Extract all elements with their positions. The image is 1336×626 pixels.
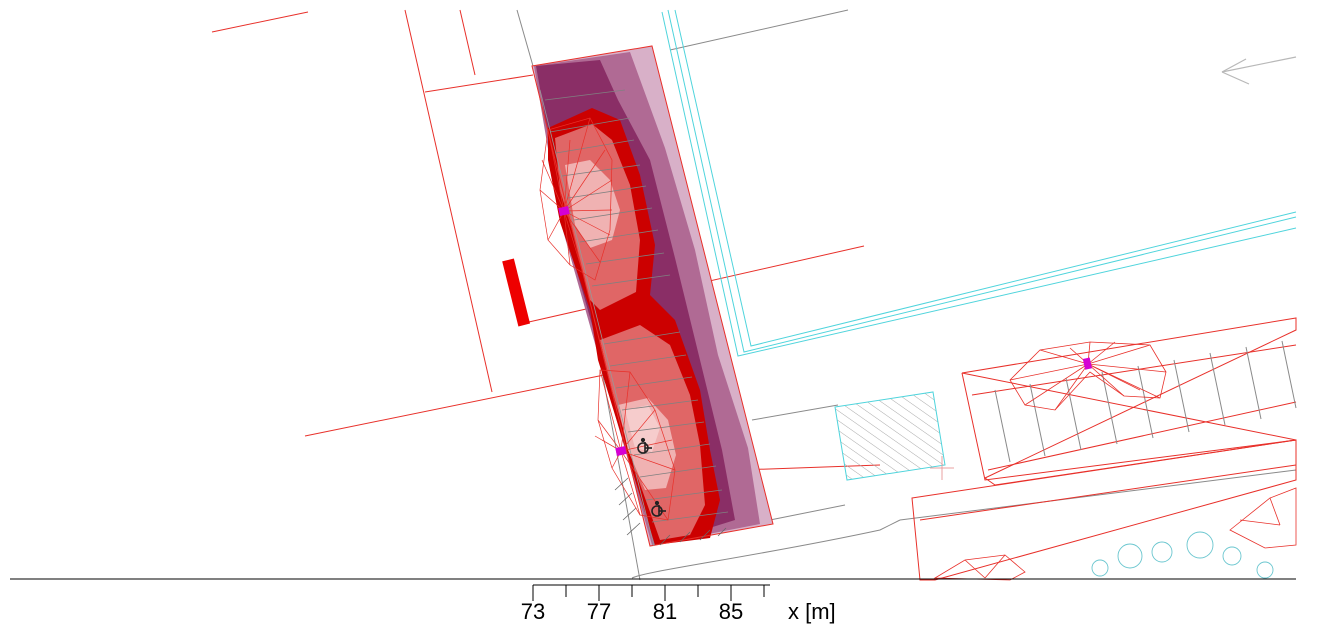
red-wall-element (502, 258, 531, 327)
light-distribution-bottom (933, 487, 1297, 581)
building-outline (661, 9, 1297, 357)
luminaire-lower (615, 446, 627, 456)
iso-core-lower (625, 405, 660, 452)
luminaire-right (1082, 357, 1092, 370)
accessible-parking-icon (651, 500, 666, 517)
scale-unit-label: x [m] (788, 599, 836, 624)
hatched-structure (834, 391, 954, 481)
luminaire-upper (558, 206, 570, 216)
trees (1091, 531, 1274, 579)
illuminance-isolines (531, 45, 774, 547)
light-distribution-right (1009, 341, 1167, 411)
scale-bar (532, 584, 770, 601)
scale-tick-label: 81 (653, 599, 677, 624)
parking-stalls-strip (539, 89, 729, 547)
parking-stalls-right (994, 340, 1297, 463)
accessible-parking-icon (637, 437, 652, 454)
light-distribution-upper (539, 117, 613, 281)
iso-pink-upper (565, 160, 620, 248)
scale-tick-label: 85 (719, 599, 743, 624)
parking-block-right (911, 317, 1297, 581)
scale-tick-label: 73 (521, 599, 545, 624)
scale-tick-label: 77 (587, 599, 611, 624)
north-arrow-icon (1221, 56, 1297, 85)
strip-outline (531, 45, 774, 547)
